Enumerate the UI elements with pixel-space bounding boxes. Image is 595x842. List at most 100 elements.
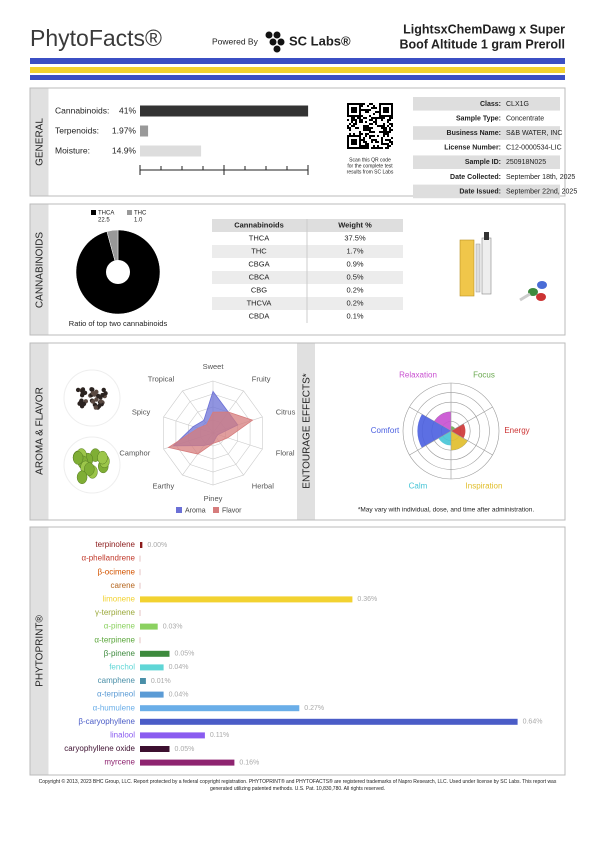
metric-value: 1.97%: [112, 125, 137, 135]
terpene-label: caryophyllene oxide: [64, 744, 135, 753]
qr-cell: [347, 139, 349, 141]
qr-cell: [359, 121, 361, 123]
qr-cell: [347, 103, 349, 105]
qr-cell: [351, 115, 353, 117]
qr-cell: [379, 115, 381, 117]
qr-cell: [391, 105, 393, 107]
table-cell: CBCA: [249, 272, 270, 281]
pepper-grain: [80, 388, 85, 393]
qr-cell: [367, 127, 369, 129]
qr-cell: [363, 109, 365, 111]
section-strip: [30, 343, 49, 520]
qr-cell: [353, 109, 355, 111]
qr-cell: [347, 107, 349, 109]
qr-cell: [361, 105, 363, 107]
qr-cell: [355, 111, 357, 113]
qr-cell: [387, 143, 389, 145]
qr-cell: [381, 143, 383, 145]
qr-cell: [365, 145, 367, 147]
qr-cell: [379, 107, 381, 109]
qr-cell: [353, 135, 355, 137]
qr-cell: [377, 125, 379, 127]
qr-cell: [353, 139, 355, 141]
qr-cell: [363, 117, 365, 119]
qr-cell: [359, 113, 361, 115]
qr-cell: [379, 103, 381, 105]
qr-cell: [353, 103, 355, 105]
qr-cell: [373, 107, 375, 109]
qr-cell: [349, 135, 351, 137]
qr-cell: [355, 141, 357, 143]
qr-cell: [383, 125, 385, 127]
qr-cell: [353, 107, 355, 109]
qr-cell: [379, 131, 381, 133]
qr-cell: [387, 125, 389, 127]
qr-cell: [353, 133, 355, 135]
qr-cell: [383, 111, 385, 113]
qr-cell: [365, 117, 367, 119]
qr-cell: [365, 129, 367, 131]
terpene-bar: [140, 596, 353, 603]
qr-cell: [377, 147, 379, 149]
qr-cell: [347, 145, 349, 147]
qr-cell: [351, 139, 353, 141]
qr-cell: [361, 119, 363, 121]
qr-cell: [391, 143, 393, 145]
legend-swatch: [176, 507, 182, 513]
qr-cell: [359, 139, 361, 141]
qr-cell: [385, 133, 387, 135]
qr-cell: [361, 147, 363, 149]
legend-value: 1.0: [134, 218, 143, 224]
qr-cell: [387, 145, 389, 147]
pepper-grain: [90, 390, 96, 396]
qr-cell: [381, 103, 383, 105]
qr-cell: [353, 119, 355, 121]
qr-cell: [387, 135, 389, 137]
terpene-value: 0.04%: [169, 664, 189, 671]
qr-cell: [351, 141, 353, 143]
terpene-bar: [140, 746, 170, 752]
legend-label: Aroma: [185, 507, 206, 514]
qr-cell: [383, 129, 385, 131]
qr-caption: results from SC Labs: [347, 169, 394, 175]
terpene-label: β-ocimene: [97, 567, 135, 576]
qr-cell: [375, 139, 377, 141]
qr-cell: [391, 115, 393, 117]
qr-cell: [389, 103, 391, 105]
pepper-grain: [98, 395, 103, 400]
qr-cell: [355, 119, 357, 121]
pepper-grain: [78, 400, 83, 405]
qr-cell: [391, 103, 393, 105]
qr-cell: [383, 107, 385, 109]
info-label: Class:: [480, 101, 501, 108]
qr-cell: [381, 139, 383, 141]
qr-cell: [355, 121, 357, 123]
qr-cell: [357, 103, 359, 105]
qr-cell: [347, 125, 349, 127]
qr-cell: [355, 115, 357, 117]
pepper-grain: [103, 391, 108, 396]
terpene-label: α-terpinene: [94, 635, 135, 644]
qr-cell: [387, 119, 389, 121]
table-cell: 0.2%: [346, 285, 363, 294]
table-cell: 0.2%: [346, 298, 363, 307]
info-row-bg: [413, 126, 560, 140]
qr-cell: [367, 105, 369, 107]
qr-cell: [349, 115, 351, 117]
qr-cell: [355, 103, 357, 105]
qr-cell: [355, 143, 357, 145]
qr-cell: [347, 137, 349, 139]
qr-cell: [351, 111, 353, 113]
polar-sector: [451, 426, 456, 431]
info-value: Concentrate: [506, 115, 544, 122]
qr-cell: [365, 109, 367, 111]
qr-cell: [367, 109, 369, 111]
qr-cell: [379, 147, 381, 149]
qr-cell: [359, 103, 361, 105]
qr-cell: [379, 109, 381, 111]
qr-cell: [365, 111, 367, 113]
qr-cell: [371, 139, 373, 141]
metric-value: 41%: [119, 105, 136, 115]
qr-cell: [347, 143, 349, 145]
terpene-label: camphene: [98, 676, 136, 685]
